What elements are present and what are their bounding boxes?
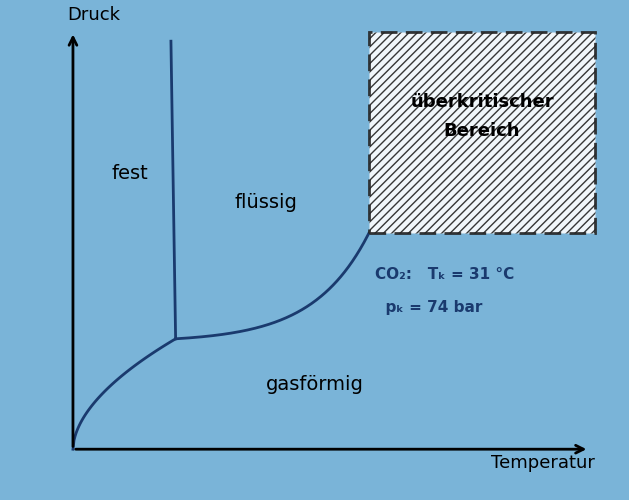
Text: fest: fest bbox=[112, 164, 148, 182]
Text: pₖ = 74 bar: pₖ = 74 bar bbox=[375, 300, 482, 316]
Text: flüssig: flüssig bbox=[235, 192, 298, 212]
Text: gasförmig: gasförmig bbox=[265, 375, 364, 394]
Bar bbox=[369, 32, 595, 233]
Text: überkritischer
Bereich: überkritischer Bereich bbox=[410, 92, 554, 140]
Text: Temperatur: Temperatur bbox=[491, 454, 595, 472]
Text: CO₂:   Tₖ = 31 °C: CO₂: Tₖ = 31 °C bbox=[375, 267, 514, 282]
Text: Druck: Druck bbox=[67, 6, 120, 25]
